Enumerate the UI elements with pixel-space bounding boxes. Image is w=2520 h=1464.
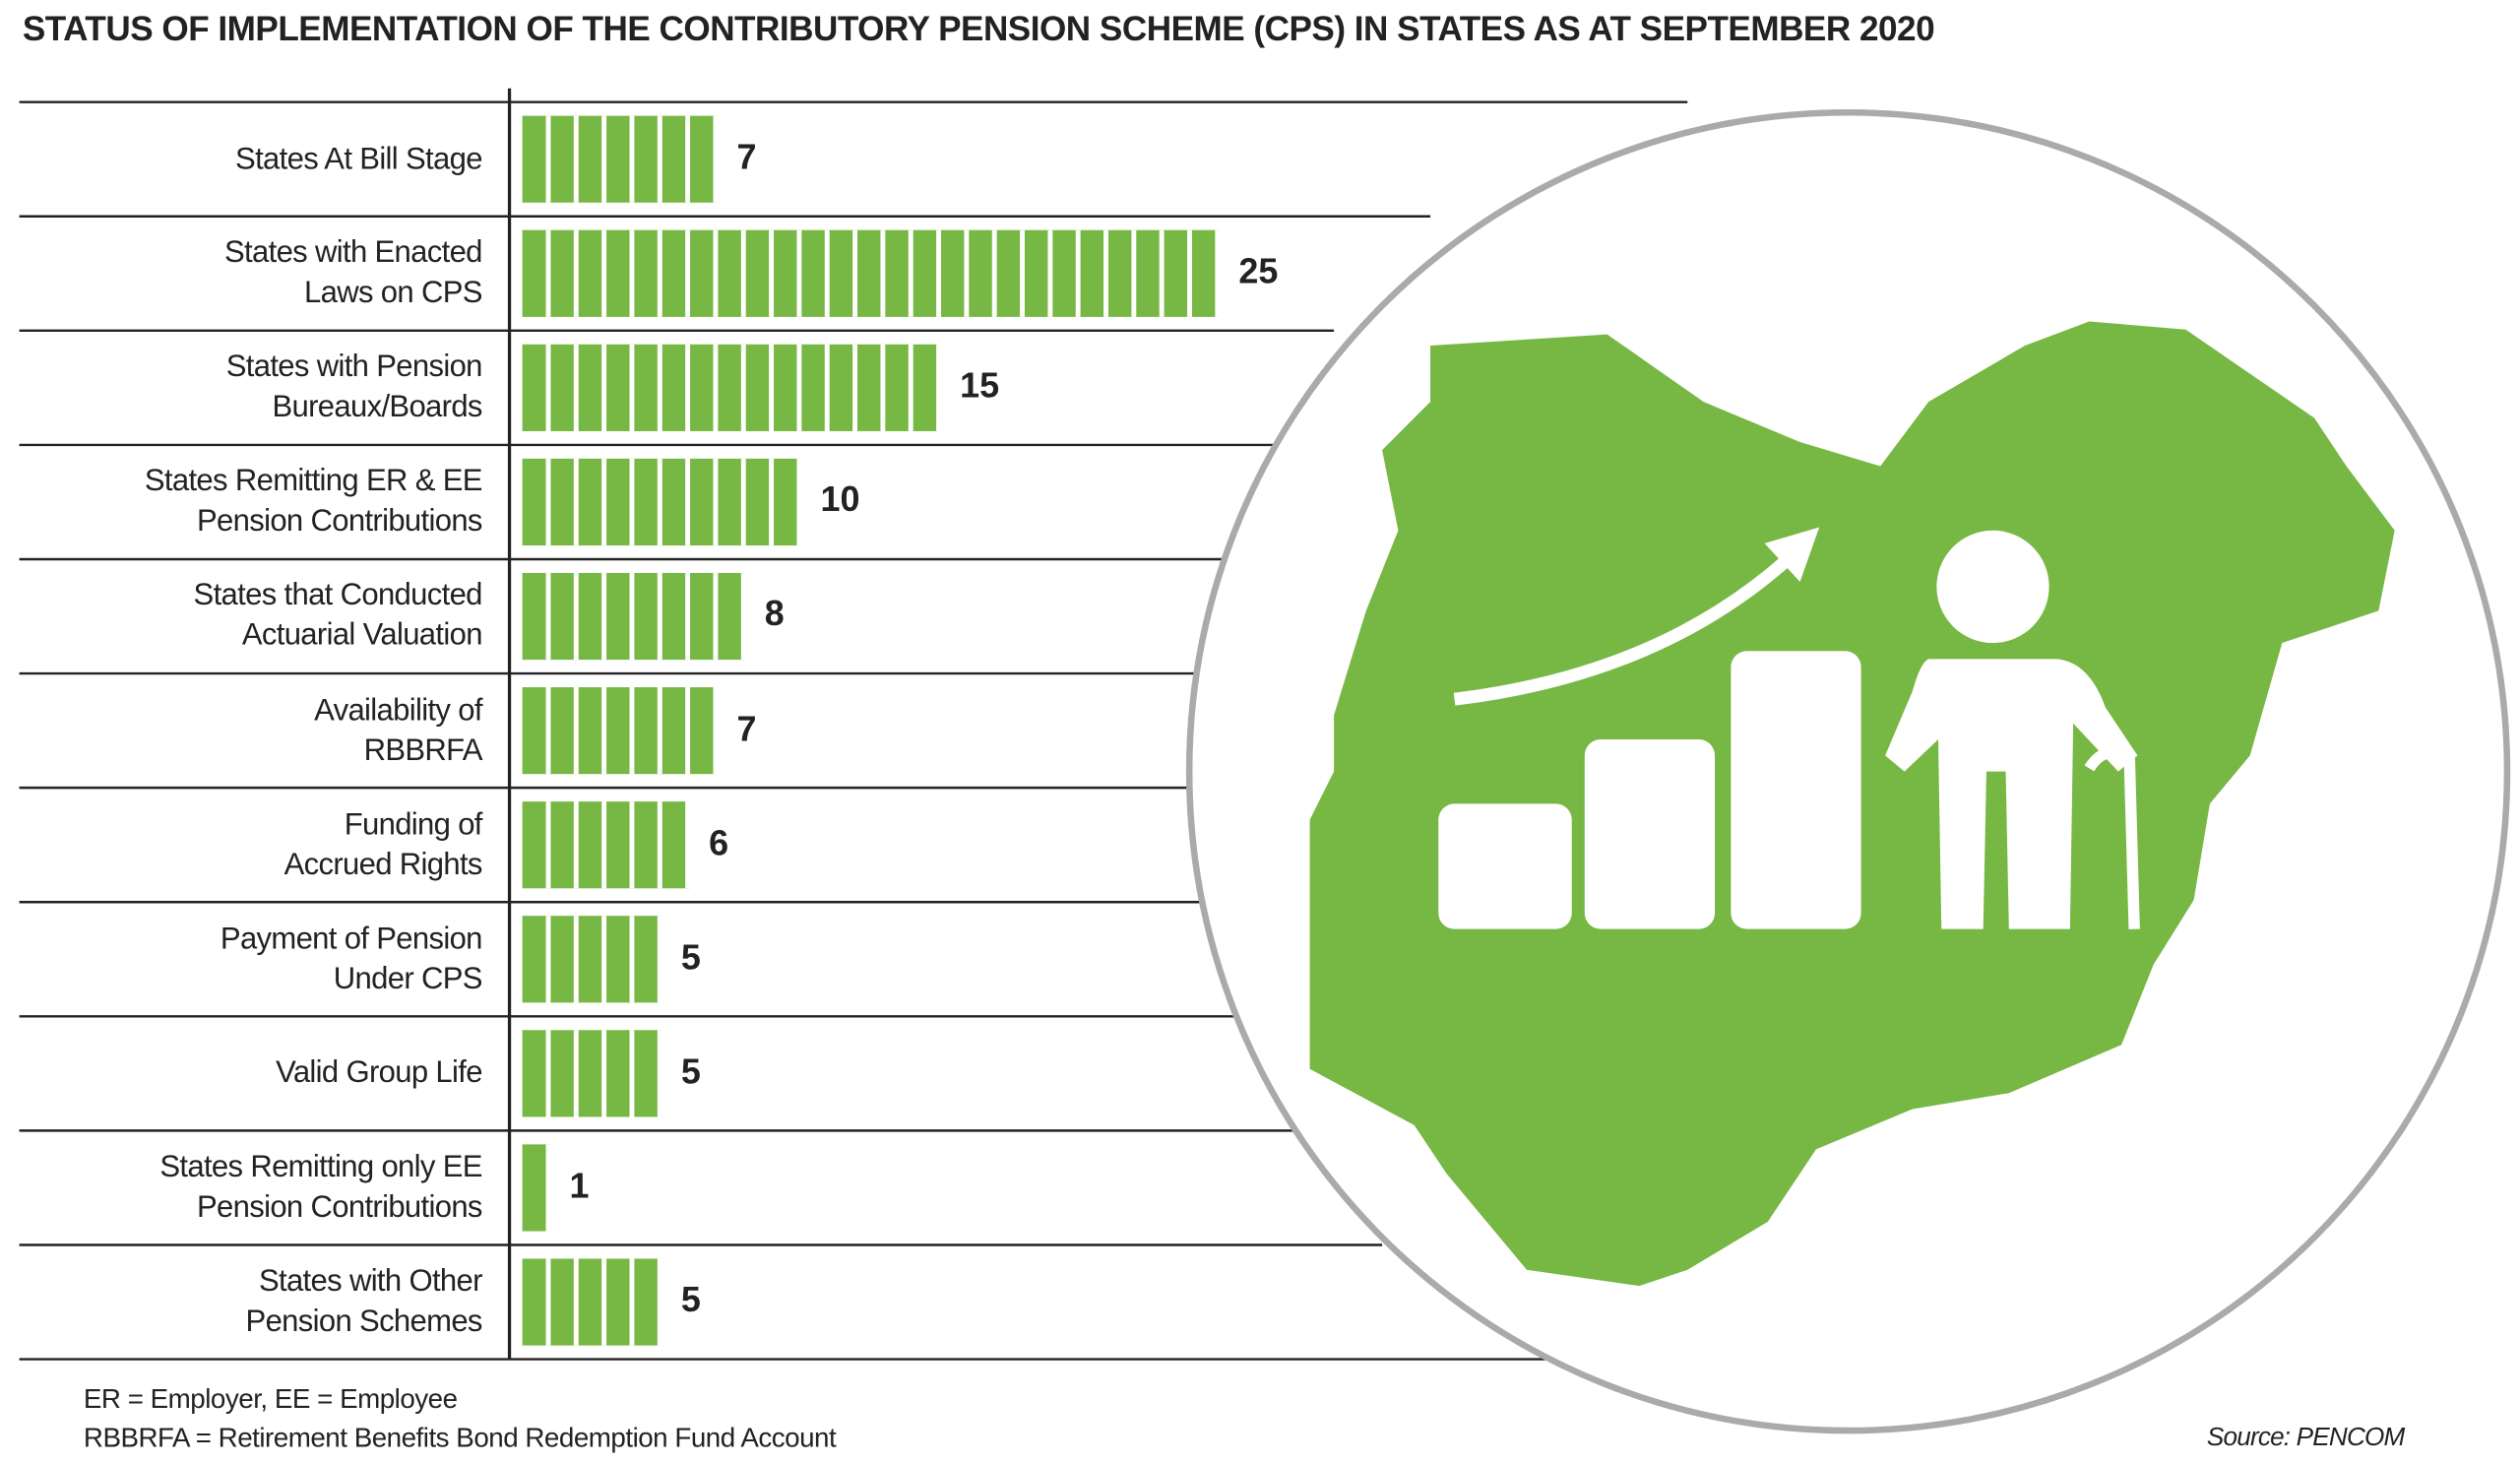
chart-title: STATUS OF IMPLEMENTATION OF THE CONTRIBU…	[22, 9, 1935, 48]
value-label: 6	[709, 822, 729, 863]
icon-elder	[1885, 530, 2138, 929]
value-label: 10	[820, 479, 860, 520]
value-label: 7	[736, 708, 757, 749]
value-label: 25	[1238, 250, 1279, 291]
category-label: States Remitting only EE Pension Contrib…	[159, 1150, 482, 1225]
footnote: ER = Employer, EE = Employee	[83, 1383, 458, 1415]
category-label: States with Pension Bureaux/Boards	[225, 350, 483, 425]
bar	[522, 687, 718, 775]
row-lines	[19, 100, 1688, 1361]
bar	[522, 1030, 662, 1117]
value-label: 5	[680, 1050, 701, 1092]
source: Source: PENCOM	[2206, 1424, 2405, 1452]
value-label: 5	[680, 1279, 701, 1320]
category-label: States that Conducted Actuarial Valuatio…	[193, 579, 483, 654]
icon-cane	[2084, 746, 2140, 929]
value-label: 8	[764, 594, 785, 634]
category-label: Funding of Accrued Rights	[284, 807, 483, 882]
category-label: States with Other Pension Schemes	[245, 1264, 483, 1340]
bars	[522, 115, 1221, 1346]
category-label: States with Enacted Laws on CPS	[224, 236, 482, 311]
bar	[522, 1258, 662, 1346]
bar	[522, 916, 662, 1003]
bar	[522, 115, 718, 203]
bar	[522, 1144, 550, 1232]
icon-coins	[1438, 651, 1861, 929]
value-label: 7	[736, 136, 757, 177]
icon-arrow	[1453, 557, 1789, 706]
value-label: 15	[960, 365, 1000, 406]
category-label: States At Bill Stage	[235, 142, 482, 176]
value-label: 5	[680, 936, 701, 978]
category-label: Payment of Pension Under CPS	[220, 922, 483, 996]
bar	[522, 344, 941, 431]
category-label: States Remitting ER & EE Pension Contrib…	[144, 465, 483, 540]
category-label: Availability of RBBRFA	[314, 693, 482, 768]
bar	[522, 229, 1220, 317]
category-label: Valid Group Life	[276, 1056, 482, 1091]
footnote: RBBRFA = Retirement Benefits Bond Redemp…	[83, 1422, 837, 1453]
value-label: 1	[569, 1165, 590, 1206]
icon-arrowhead	[1764, 527, 1820, 583]
